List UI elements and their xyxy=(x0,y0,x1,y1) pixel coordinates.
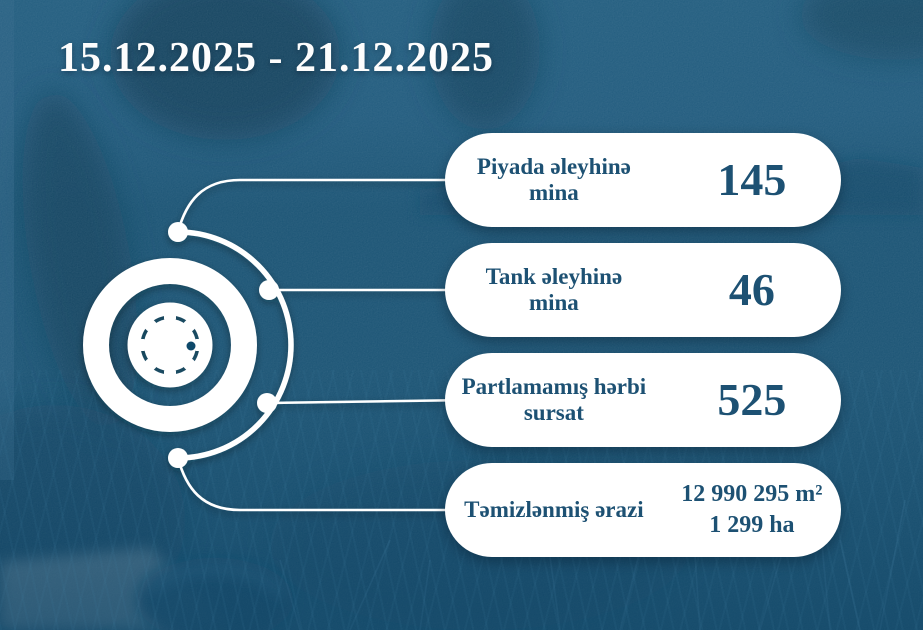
stat-value: 46 xyxy=(728,264,775,315)
mine-tabs xyxy=(137,312,203,378)
connector-card-1 xyxy=(176,178,470,233)
mine-detonator-dot xyxy=(186,341,196,351)
connector-dots xyxy=(168,222,279,468)
connector-card-3 xyxy=(266,398,471,405)
connector-card-4 xyxy=(176,457,470,512)
stat-card-antipersonnel-mines: Piyada əleyhinə mina 145 xyxy=(445,133,841,227)
stat-value: 12 990 295 m² 1 299 ha xyxy=(681,480,823,538)
stat-card-cleared-area: Təmizlənmiş ərazi 12 990 295 m² 1 299 ha xyxy=(445,463,841,557)
landmine-target-icon xyxy=(83,258,257,432)
date-range-title: 15.12.2025 - 21.12.2025 xyxy=(58,35,494,81)
stat-label: Təmizlənmiş ərazi xyxy=(464,497,644,523)
stat-label: Partlamamış hərbi sursat xyxy=(461,374,647,425)
stat-value: 525 xyxy=(717,374,787,425)
stat-label: Piyada əleyhinə mina xyxy=(476,154,631,205)
orbit-arc xyxy=(177,229,294,461)
connector-lines xyxy=(176,178,471,512)
stat-label: Tank əleyhinə mina xyxy=(485,264,623,315)
stat-card-antitank-mines: Tank əleyhinə mina 46 xyxy=(445,243,841,337)
stat-card-unexploded-ordnance: Partlamamış hərbi sursat 525 xyxy=(445,353,841,447)
stat-value: 145 xyxy=(717,154,787,205)
